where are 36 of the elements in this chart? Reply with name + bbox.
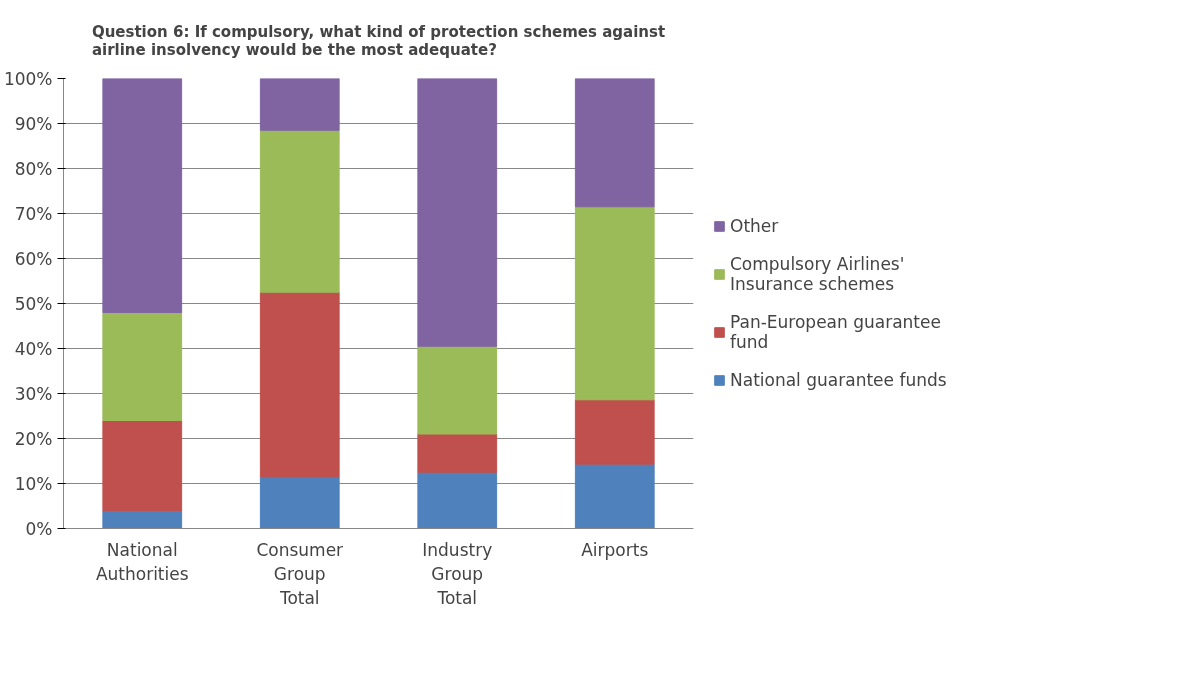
bar: [102, 420, 183, 511]
y-tick-label: 10%: [14, 473, 53, 494]
bar: [417, 78, 498, 347]
y-tick-label: 70%: [14, 203, 53, 224]
bar: [574, 206, 655, 401]
bar: [417, 471, 498, 529]
y-tick-label: 30%: [14, 383, 53, 404]
bar: [259, 291, 340, 478]
y-tick-label: 20%: [14, 428, 53, 449]
y-tick-label: 40%: [14, 338, 53, 359]
y-tick-label: 50%: [14, 293, 53, 314]
bar: [259, 129, 340, 293]
bar: [102, 78, 183, 313]
y-tick-label: 100%: [3, 68, 53, 89]
bar: [102, 510, 183, 529]
bar: [417, 345, 498, 435]
bar: [259, 78, 340, 131]
bar: [574, 463, 655, 529]
legend-label: Pan-European guarantee fund: [730, 312, 941, 352]
y-tick-label: 80%: [14, 158, 53, 179]
x-tick-label: Consumer Group Total: [256, 539, 344, 608]
bar: [574, 78, 655, 208]
legend-label: National guarantee funds: [730, 370, 947, 390]
x-tick-label: National Authorities: [95, 539, 189, 584]
bar: [574, 399, 655, 465]
y-tick-label: 60%: [14, 248, 53, 269]
bar: [102, 312, 183, 421]
x-tick-label: Airports: [581, 539, 649, 560]
bar: [417, 433, 498, 473]
legend-label: Compulsory Airlines' Insurance schemes: [730, 254, 905, 294]
chart-title: Question 6: If compulsory, what kind of protection schemes against airline insolvency would be the most adequate?: [91, 22, 666, 59]
legend-label: Other: [730, 216, 779, 236]
y-tick-label: 90%: [14, 113, 53, 134]
y-tick-label: 0%: [25, 518, 53, 539]
bar: [259, 476, 340, 529]
x-tick-label: Industry Group Total: [422, 539, 493, 608]
